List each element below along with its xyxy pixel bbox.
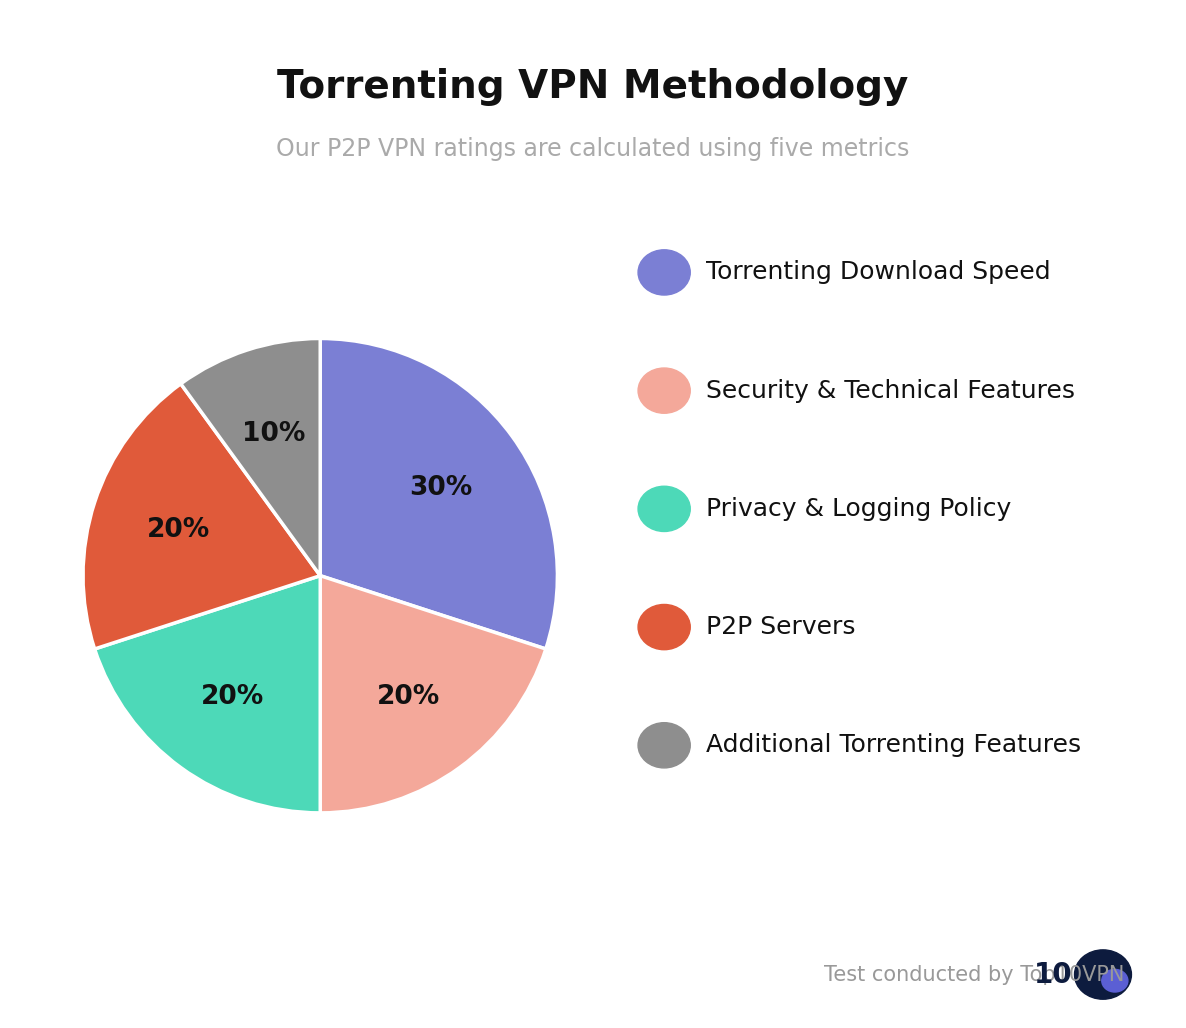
Wedge shape <box>83 383 320 649</box>
Text: 30%: 30% <box>409 475 473 501</box>
Text: P2P Servers: P2P Servers <box>706 615 855 639</box>
Text: 10%: 10% <box>242 420 306 446</box>
Wedge shape <box>180 338 320 576</box>
Wedge shape <box>95 576 320 813</box>
Text: 20%: 20% <box>147 516 210 543</box>
Wedge shape <box>320 338 557 649</box>
Circle shape <box>1075 950 1131 999</box>
Text: Torrenting Download Speed: Torrenting Download Speed <box>706 260 1051 285</box>
Text: 20%: 20% <box>376 684 440 709</box>
Circle shape <box>638 486 690 531</box>
Wedge shape <box>320 576 546 813</box>
Text: 10: 10 <box>1034 960 1072 989</box>
Text: Additional Torrenting Features: Additional Torrenting Features <box>706 733 1080 758</box>
Text: 20%: 20% <box>200 684 264 709</box>
Text: Security & Technical Features: Security & Technical Features <box>706 378 1075 403</box>
Text: Torrenting VPN Methodology: Torrenting VPN Methodology <box>278 69 908 106</box>
Text: Our P2P VPN ratings are calculated using five metrics: Our P2P VPN ratings are calculated using… <box>276 137 910 161</box>
Circle shape <box>638 250 690 295</box>
Circle shape <box>1102 969 1128 992</box>
Circle shape <box>638 723 690 768</box>
Text: Privacy & Logging Policy: Privacy & Logging Policy <box>706 497 1010 521</box>
Text: Test conducted by Top10VPN: Test conducted by Top10VPN <box>824 964 1124 985</box>
Circle shape <box>638 368 690 413</box>
Circle shape <box>638 604 690 650</box>
